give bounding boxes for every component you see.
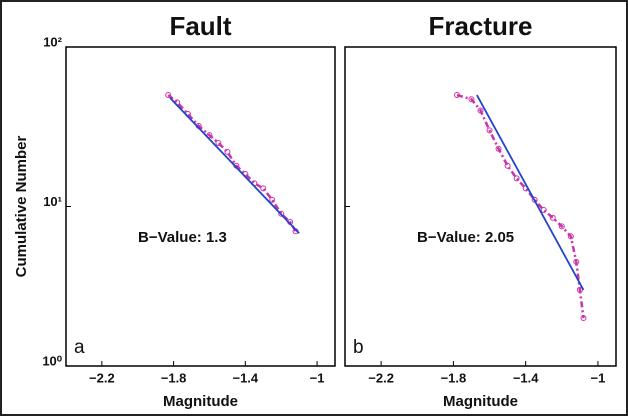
data-point [468,96,475,103]
data-point [495,145,502,152]
y-tick-label: 10² [43,34,62,49]
x-tick-label: −1.4 [513,370,539,385]
data-point [215,140,222,147]
data-point [576,286,583,293]
chart-title: Fault [169,11,231,41]
data-point [206,132,213,139]
panel-letter: b [353,337,364,358]
x-tick-label: −2.2 [368,370,394,385]
data-point [513,175,520,182]
data-point [580,314,587,321]
annotation: B−Value: 2.05 [417,229,514,246]
data-point [549,214,556,221]
x-tick-label: −1.8 [441,370,467,385]
data-point [260,185,267,192]
x-tick-label: −1 [591,370,606,385]
plot-area [65,46,336,367]
data-point [165,92,172,99]
data-point [454,92,461,99]
plot-area [344,46,617,367]
annotation: B−Value: 1.3 [138,229,227,246]
series-line [476,94,585,291]
y-tick-label: 10¹ [43,194,62,209]
panel-letter: a [74,337,85,358]
x-tick-label: −1.4 [232,370,258,385]
y-axis-label: Cumulative Number [13,135,30,277]
data-point [278,210,285,217]
chart-title: Fracture [428,11,532,41]
x-tick-label: −1.8 [161,370,187,385]
data-point [269,196,276,203]
series-line [169,97,300,234]
data-point [558,223,565,230]
data-point [504,162,511,169]
x-tick-label: −1 [310,370,325,385]
series-line [167,94,297,232]
data-point [573,258,580,265]
data-point [477,107,484,114]
x-axis-label: Magnitude [163,393,238,410]
x-axis-label: Magnitude [443,393,518,410]
data-point [567,233,574,240]
y-tick-label: 10⁰ [42,353,62,368]
data-point [540,207,547,214]
data-point [486,127,493,134]
data-point [224,148,231,155]
x-tick-label: −2.2 [89,370,115,385]
